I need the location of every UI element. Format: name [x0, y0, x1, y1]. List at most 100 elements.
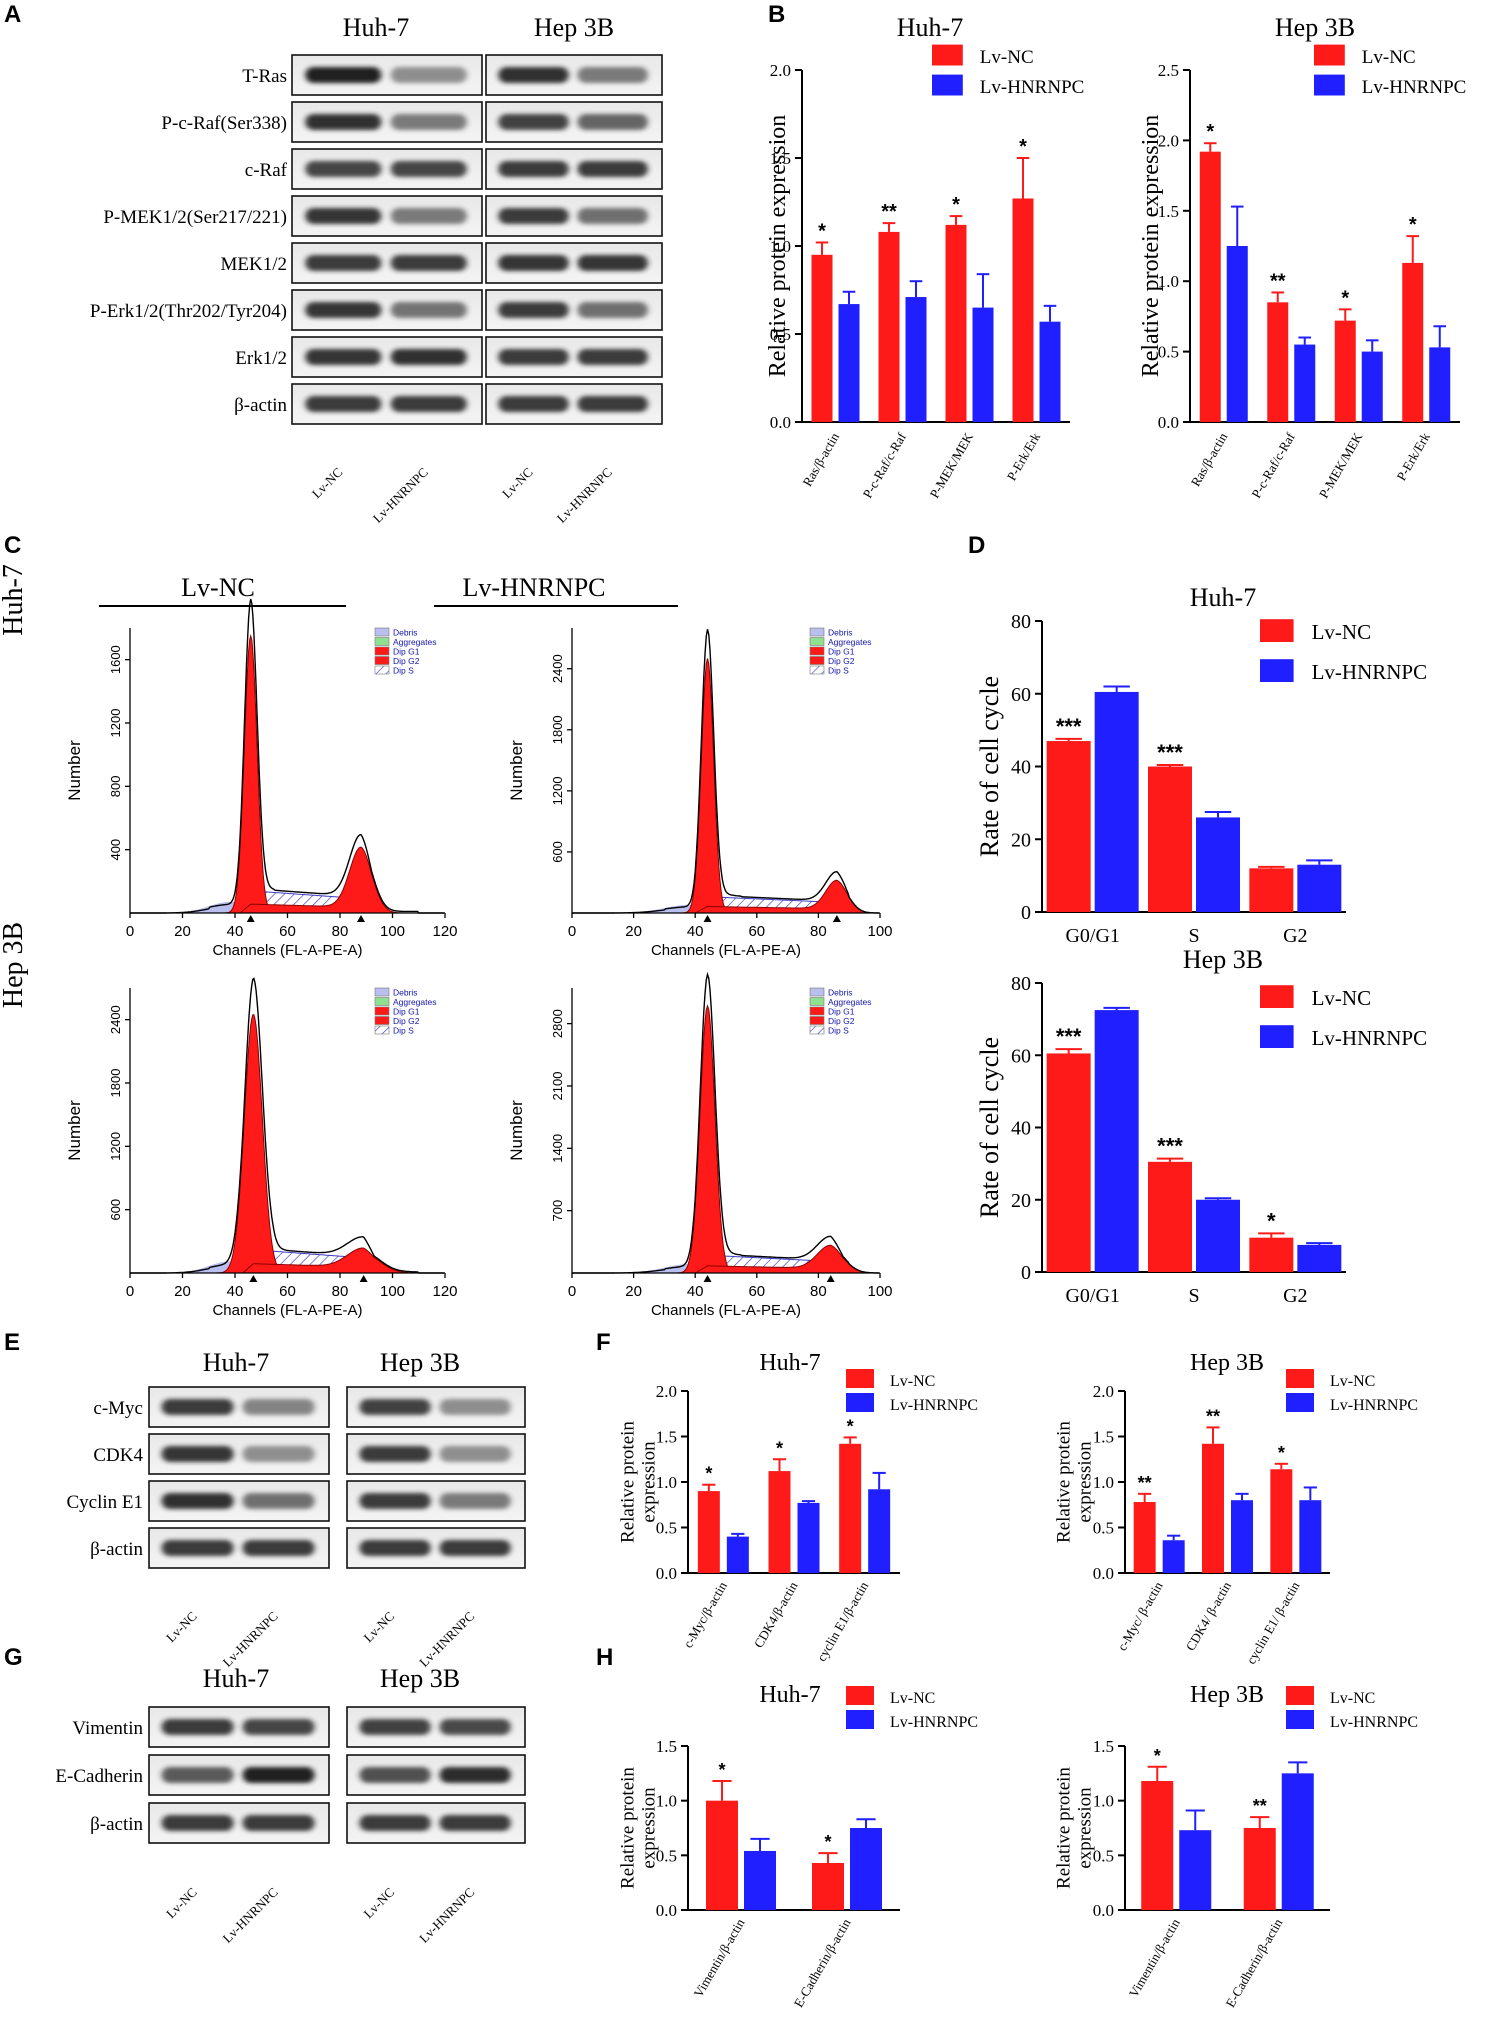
flow-x-label: Channels (FL-A-PE-A) — [212, 942, 362, 959]
peak-marker — [359, 1275, 368, 1282]
bar-chart-D-3: Hep 3B 0 20 40 60 80 Rate of cell cycle *** G0/G… — [975, 945, 1427, 1307]
category-label: S — [1188, 925, 1199, 947]
y-tick-label: 20 — [1011, 1190, 1031, 1212]
y-tick-label: 0.0 — [656, 1564, 677, 1583]
blot-band — [161, 1493, 234, 1509]
blot-band — [242, 1446, 315, 1462]
legend-label: Lv-HNRNPC — [890, 1397, 978, 1414]
flow-group-header: Lv-HNRNPC — [462, 573, 605, 602]
bar-lv-hnrnpc — [1297, 1244, 1342, 1272]
y-tick-label: 1.5 — [656, 1737, 677, 1756]
blot-band — [359, 1767, 431, 1783]
flow-legend-label: Dip G1 — [393, 1007, 420, 1017]
flow-legend-label: Dip S — [393, 666, 414, 676]
category-label: P-c-Raf/c-Raf — [860, 429, 910, 500]
flow-y-label: Number — [507, 740, 526, 801]
bar-lv-nc — [1141, 1780, 1174, 1910]
bar-lv-hnrnpc — [797, 1502, 820, 1573]
blot-band — [305, 255, 382, 271]
significance-mark: * — [824, 1832, 831, 1852]
bar-lv-hnrnpc — [1299, 1500, 1322, 1573]
category-label: CDK4/β-actin — [751, 1579, 801, 1651]
flow-legend-label: Dip S — [393, 1026, 414, 1036]
y-tick-label: 1.0 — [1093, 1792, 1114, 1811]
y-tick-label: 2100 — [550, 1072, 565, 1101]
bar-lv-hnrnpc — [972, 307, 994, 422]
y-axis-label: expression — [639, 1787, 660, 1869]
blot-band — [161, 1399, 234, 1415]
chart-title: Hep 3B — [1190, 1682, 1264, 1708]
bar-lv-nc — [706, 1800, 738, 1910]
blot-A-title-huh7: Huh-7 — [343, 13, 409, 42]
category-label: P-Erk/Erk — [1004, 430, 1044, 484]
y-axis-label: Relative protein expression — [1138, 115, 1164, 378]
y-tick-label: 1.0 — [1093, 1473, 1114, 1492]
category-label: Vimentin/β-actin — [1126, 1916, 1183, 2000]
blot-band — [359, 1815, 431, 1831]
y-tick-label: 2.0 — [1158, 131, 1179, 150]
chart-title: Huh-7 — [897, 13, 963, 42]
significance-mark: * — [847, 1416, 854, 1436]
bar-chart-F-5: Hep 3B 0.0 0.5 1.0 1.5 2.0 Relative protein exp… — [1054, 1350, 1419, 1667]
peak-marker — [249, 1275, 258, 1282]
peak-marker — [246, 915, 255, 922]
y-tick-label: 2.5 — [1158, 61, 1179, 80]
peak-marker — [703, 1275, 712, 1282]
lane-label: Lv-HNRNPC — [554, 465, 615, 526]
flow-legend-label: Aggregates — [393, 997, 436, 1007]
flow-legend-label: Debris — [393, 628, 418, 638]
legend-swatch — [1260, 985, 1294, 1008]
significance-mark: * — [776, 1438, 783, 1458]
blot-band — [498, 396, 569, 412]
flow-legend-label: Dip S — [828, 1026, 849, 1036]
flow-legend-label: Debris — [828, 628, 853, 638]
significance-mark: *** — [1056, 714, 1082, 739]
blot-band — [359, 1540, 431, 1556]
blot-band — [242, 1767, 315, 1783]
y-tick-label: 2800 — [550, 1009, 565, 1038]
bar-lv-nc — [1402, 262, 1424, 422]
blot-row-label: β-actin — [90, 1814, 143, 1835]
category-label: cyclin E1/ β-actin — [1243, 1579, 1303, 1667]
x-tick-label: 20 — [625, 1283, 642, 1300]
lane-label: Lv-HNRNPC — [220, 1609, 281, 1670]
bar-lv-nc — [1270, 1469, 1293, 1573]
blot-E-title-huh7: Huh-7 — [203, 1348, 269, 1377]
category-label: Vimentin/β-actin — [691, 1916, 748, 2000]
blot-band — [305, 208, 382, 224]
blot-band — [577, 396, 648, 412]
legend-swatch — [846, 1710, 874, 1729]
bar-lv-hnrnpc — [868, 1489, 891, 1573]
blot-band — [439, 1719, 511, 1735]
flow-legend-label: Debris — [393, 988, 418, 998]
flow-legend-label: Dip G2 — [393, 1016, 420, 1026]
lane-label: Lv-NC — [499, 465, 536, 502]
y-tick-label: 800 — [108, 775, 123, 797]
blot-band — [390, 349, 467, 365]
legend-swatch — [1314, 44, 1345, 66]
significance-mark: * — [1409, 214, 1417, 236]
x-tick-label: 40 — [687, 1283, 704, 1300]
flow-x-label: Channels (FL-A-PE-A) — [212, 1302, 362, 1319]
bar-lv-nc — [1202, 1443, 1224, 1573]
y-tick-label: 700 — [550, 1200, 565, 1222]
lane-label: Lv-NC — [163, 1885, 200, 1922]
y-tick-label: 1200 — [108, 709, 123, 738]
blot-row-label: T-Ras — [242, 66, 287, 87]
blot-band — [359, 1446, 431, 1462]
bar-lv-nc — [839, 1443, 862, 1573]
legend-swatch — [932, 44, 963, 66]
category-label: G0/G1 — [1065, 1285, 1119, 1307]
peak-marker — [357, 915, 365, 922]
x-tick-label: 100 — [380, 923, 405, 940]
bar-lv-nc — [1249, 1237, 1294, 1272]
bar-lv-hnrnpc — [1429, 347, 1451, 422]
x-tick-label: 80 — [332, 1283, 349, 1300]
y-axis-label: Rate of cell cycle — [975, 1037, 1004, 1218]
y-tick-label: 0 — [1021, 902, 1031, 924]
legend-label: Lv-HNRNPC — [890, 1714, 978, 1731]
bar-lv-hnrnpc — [1094, 691, 1139, 912]
y-tick-label: 1200 — [550, 776, 565, 805]
peak-marker — [832, 915, 841, 922]
bar-lv-nc — [1334, 320, 1356, 422]
